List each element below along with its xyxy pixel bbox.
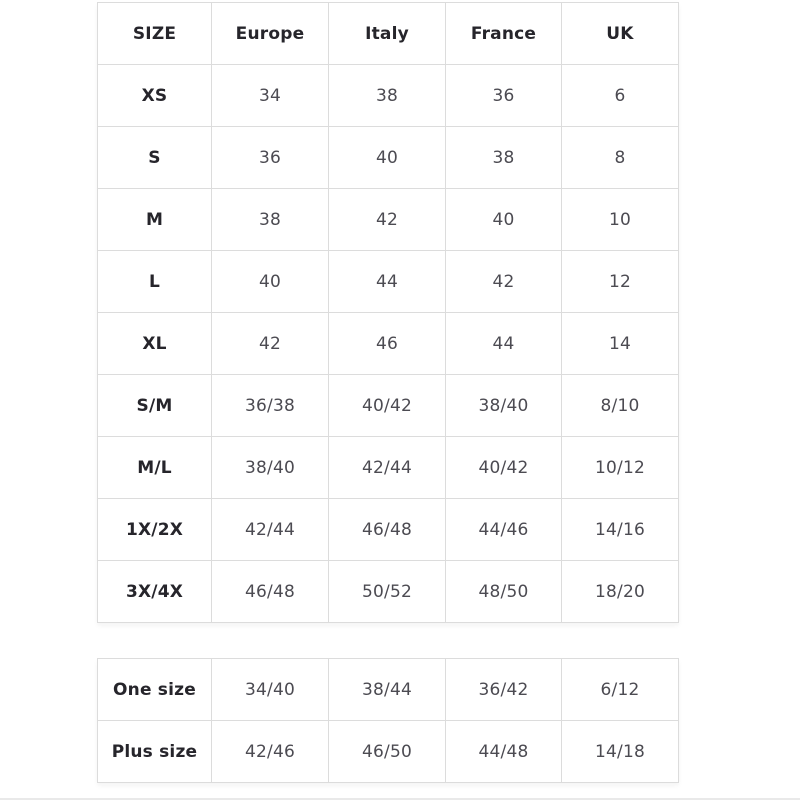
size-label-cell: M/L: [97, 436, 212, 499]
header-cell-size: SIZE: [97, 2, 212, 65]
value-cell: 10/12: [561, 436, 679, 499]
table-row-m: M 38 42 40 10: [97, 188, 679, 251]
bottom-page-edge-bar: [0, 798, 800, 800]
value-cell: 42: [445, 250, 562, 313]
value-cell: 12: [561, 250, 679, 313]
size-label-cell: S: [97, 126, 212, 189]
value-cell: 40: [211, 250, 329, 313]
value-cell: 34: [211, 64, 329, 127]
size-label-cell: XS: [97, 64, 212, 127]
table-row-s-m: S/M 36/38 40/42 38/40 8/10: [97, 374, 679, 437]
value-cell: 36: [211, 126, 329, 189]
value-cell: 50/52: [328, 560, 446, 623]
value-cell: 40: [328, 126, 446, 189]
value-cell: 44/48: [445, 720, 562, 783]
value-cell: 38: [328, 64, 446, 127]
value-cell: 18/20: [561, 560, 679, 623]
size-label-cell: Plus size: [97, 720, 212, 783]
value-cell: 44: [328, 250, 446, 313]
value-cell: 34/40: [211, 658, 329, 721]
value-cell: 48/50: [445, 560, 562, 623]
value-cell: 42: [328, 188, 446, 251]
value-cell: 10: [561, 188, 679, 251]
value-cell: 42/44: [328, 436, 446, 499]
table-row-3x-4x: 3X/4X 46/48 50/52 48/50 18/20: [97, 560, 679, 623]
header-cell-europe: Europe: [211, 2, 329, 65]
size-label-cell: S/M: [97, 374, 212, 437]
value-cell: 44: [445, 312, 562, 375]
value-cell: 8: [561, 126, 679, 189]
value-cell: 46: [328, 312, 446, 375]
table-row-s: S 36 40 38 8: [97, 126, 679, 189]
size-label-cell: M: [97, 188, 212, 251]
value-cell: 38/40: [211, 436, 329, 499]
value-cell: 46/50: [328, 720, 446, 783]
size-label-cell: L: [97, 250, 212, 313]
value-cell: 6/12: [561, 658, 679, 721]
table-row-1x-2x: 1X/2X 42/44 46/48 44/46 14/16: [97, 498, 679, 561]
value-cell: 44/46: [445, 498, 562, 561]
value-cell: 6: [561, 64, 679, 127]
value-cell: 36/42: [445, 658, 562, 721]
size-label-cell: 1X/2X: [97, 498, 212, 561]
value-cell: 38/44: [328, 658, 446, 721]
value-cell: 40/42: [445, 436, 562, 499]
value-cell: 14/18: [561, 720, 679, 783]
size-label-cell: 3X/4X: [97, 560, 212, 623]
value-cell: 14/16: [561, 498, 679, 561]
header-cell-italy: Italy: [328, 2, 446, 65]
value-cell: 46/48: [328, 498, 446, 561]
value-cell: 42/44: [211, 498, 329, 561]
table-row-xl: XL 42 46 44 14: [97, 312, 679, 375]
table-row-m-l: M/L 38/40 42/44 40/42 10/12: [97, 436, 679, 499]
header-cell-france: France: [445, 2, 562, 65]
value-cell: 14: [561, 312, 679, 375]
table-row-xs: XS 34 38 36 6: [97, 64, 679, 127]
value-cell: 38: [445, 126, 562, 189]
main-size-conversion-table: SIZE Europe Italy France UK XS 34 38 36 …: [97, 2, 679, 623]
value-cell: 40/42: [328, 374, 446, 437]
table-row-l: L 40 44 42 12: [97, 250, 679, 313]
value-cell: 42/46: [211, 720, 329, 783]
value-cell: 36: [445, 64, 562, 127]
special-size-table: One size 34/40 38/44 36/42 6/12 Plus siz…: [97, 658, 679, 783]
table-row-one-size: One size 34/40 38/44 36/42 6/12: [97, 658, 679, 721]
table-row-plus-size: Plus size 42/46 46/50 44/48 14/18: [97, 720, 679, 783]
value-cell: 40: [445, 188, 562, 251]
value-cell: 8/10: [561, 374, 679, 437]
size-label-cell: One size: [97, 658, 212, 721]
value-cell: 36/38: [211, 374, 329, 437]
value-cell: 38/40: [445, 374, 562, 437]
size-label-cell: XL: [97, 312, 212, 375]
header-row: SIZE Europe Italy France UK: [97, 2, 679, 65]
value-cell: 42: [211, 312, 329, 375]
value-cell: 38: [211, 188, 329, 251]
header-cell-uk: UK: [561, 2, 679, 65]
value-cell: 46/48: [211, 560, 329, 623]
